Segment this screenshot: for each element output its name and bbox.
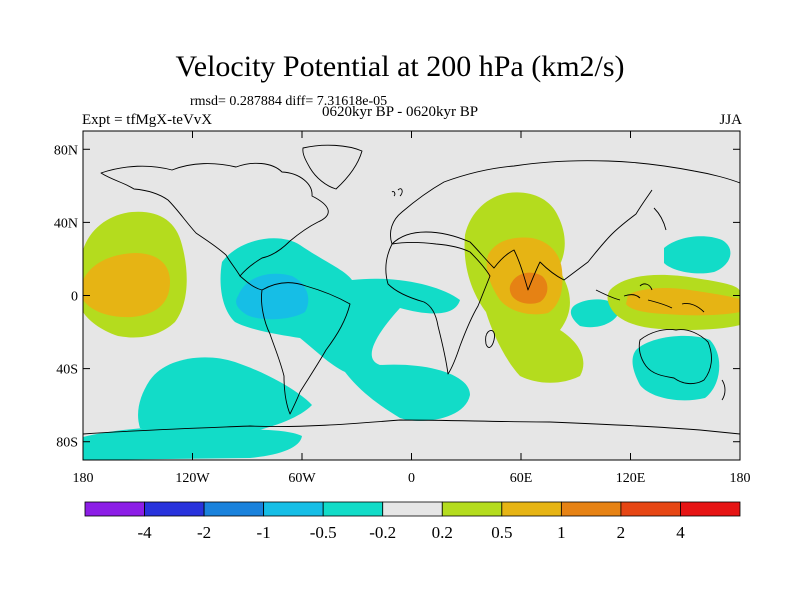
coast-new-zealand [721, 379, 726, 401]
y-tick-label: 80N [54, 143, 78, 158]
colorbar-swatch [501, 501, 562, 517]
colorbar-label: 2 [617, 523, 626, 542]
region-antarctic-negative [83, 426, 302, 460]
colorbar-label: 1 [557, 523, 566, 542]
coast-europe-asia [390, 160, 740, 291]
y-tick-label: 40N [54, 216, 78, 231]
coastlines [83, 144, 740, 435]
x-tick-label: 180 [73, 471, 94, 486]
colorbar-swatch [203, 501, 265, 517]
colorbar-label: 0.5 [491, 523, 512, 542]
colorbar-label: -2 [197, 523, 211, 542]
colorbar-swatch [382, 501, 443, 517]
coast-uk [391, 188, 403, 197]
map-panel [83, 131, 740, 460]
coast-australia [638, 329, 712, 385]
experiment-label: Expt = tfMgX-teVvX [82, 112, 213, 128]
colorbar-swatch [322, 501, 384, 517]
coast-north-america [100, 162, 329, 277]
region-australia-negative [632, 335, 720, 401]
colorbar-label: -1 [257, 523, 271, 542]
map-title: Velocity Potential at 200 hPa (km2/s) [175, 50, 625, 83]
colorbar-swatch [84, 501, 145, 517]
x-tick-label: 120E [616, 471, 646, 486]
colorbar-swatch [144, 501, 205, 517]
stats-label: rmsd= 0.287884 diff= 7.31618e-05 [190, 94, 388, 109]
y-axis: 80N 40N 0 40S 80S [54, 143, 740, 451]
period-label: 0620kyr BP - 0620kyr BP [321, 104, 479, 120]
x-tick-label: 60E [510, 471, 533, 486]
x-tick-label: 120W [175, 471, 210, 486]
season-label: JJA [719, 112, 742, 128]
region-central-pacific-moderate-positive [83, 253, 170, 318]
region-south-pacific-negative [138, 357, 312, 437]
colorbar: -4 -2 -1 -0.5 -0.2 0.2 0.5 1 2 4 [84, 501, 741, 542]
coast-madagascar [485, 329, 495, 348]
region-indonesia-moderate-positive [626, 287, 740, 316]
colorbar-swatch [263, 501, 324, 517]
colorbar-swatch [680, 501, 741, 517]
colorbar-label: 0.2 [432, 523, 453, 542]
coast-central-america [239, 275, 263, 291]
coast-africa [385, 242, 491, 375]
region-western-pacific-negative [664, 236, 731, 274]
x-tick-label: 180 [730, 471, 751, 486]
x-tick-label: 60W [288, 471, 316, 486]
y-tick-label: 40S [56, 363, 78, 378]
colorbar-swatch [441, 501, 503, 517]
colorbar-label: -0.5 [310, 523, 337, 542]
colorbar-label: -0.2 [369, 523, 396, 542]
coast-antarctica [83, 419, 740, 435]
y-tick-label: 0 [71, 290, 78, 305]
region-amazon-strong-negative [236, 273, 309, 320]
y-tick-label: 80S [56, 436, 78, 451]
region-indian-ocean-negative [570, 299, 620, 328]
x-axis: 180 120W 60W 0 60E 120E 180 [73, 131, 751, 486]
colorbar-label: -4 [137, 523, 152, 542]
coast-indonesia [595, 283, 705, 313]
coast-south-america [261, 282, 351, 415]
coast-greenland [302, 144, 363, 190]
colorbar-swatch [560, 501, 622, 517]
colorbar-label: 4 [676, 523, 685, 542]
colorbar-swatch [620, 501, 681, 517]
coast-japan [653, 207, 667, 231]
x-tick-label: 0 [408, 471, 415, 486]
